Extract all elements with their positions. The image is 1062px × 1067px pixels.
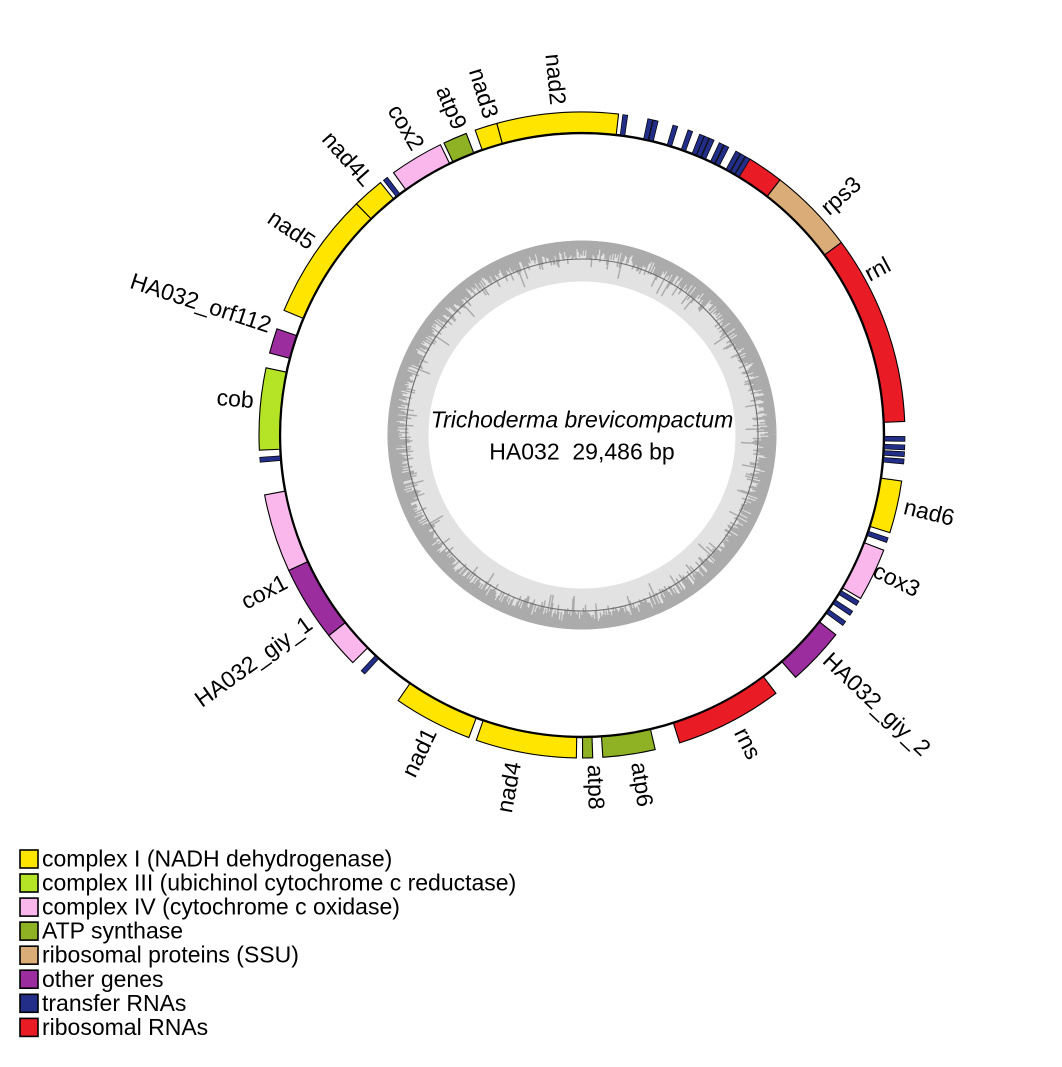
- svg-text:other genes: other genes: [42, 966, 163, 992]
- svg-text:transfer RNAs: transfer RNAs: [42, 990, 186, 1016]
- svg-text:HA032 29,486 bp: HA032 29,486 bp: [489, 439, 674, 465]
- svg-text:Trichoderma brevicompactum: Trichoderma brevicompactum: [431, 407, 734, 433]
- svg-text:complex I (NADH dehydrogenase): complex I (NADH dehydrogenase): [42, 846, 392, 872]
- svg-text:complex III (ubichinol cytochr: complex III (ubichinol cytochrome c redu…: [42, 870, 516, 896]
- svg-text:ATP synthase: ATP synthase: [42, 918, 183, 944]
- svg-text:atp8: atp8: [583, 765, 610, 810]
- svg-text:cob: cob: [216, 384, 255, 413]
- svg-text:ribosomal proteins (SSU): ribosomal proteins (SSU): [42, 942, 299, 968]
- svg-text:nad2: nad2: [540, 53, 571, 106]
- svg-text:ribosomal RNAs: ribosomal RNAs: [42, 1014, 208, 1040]
- svg-text:complex IV (cytochrome c oxida: complex IV (cytochrome c oxidase): [42, 894, 400, 920]
